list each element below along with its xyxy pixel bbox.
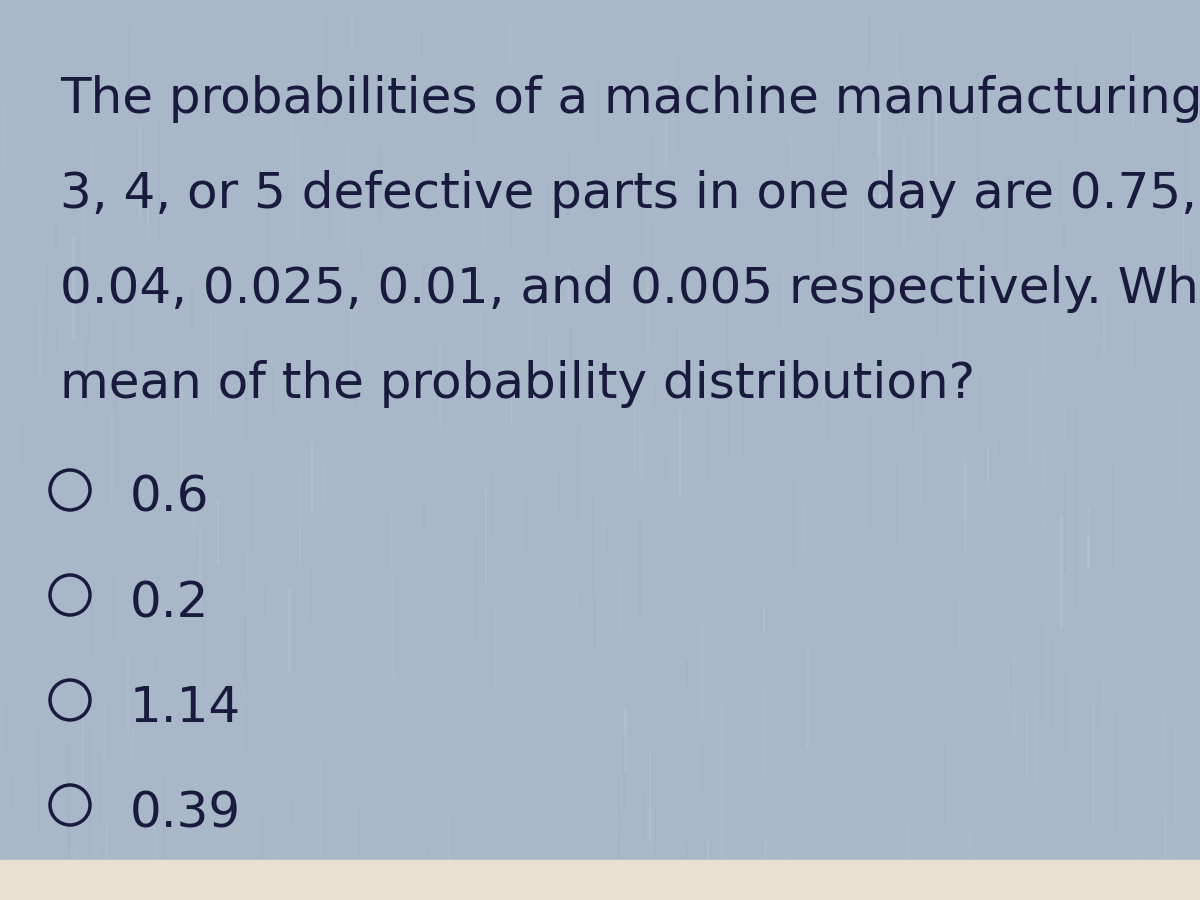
Text: mean of the probability distribution?: mean of the probability distribution? [60, 360, 976, 408]
Text: 1.14: 1.14 [130, 684, 241, 732]
Text: 0.2: 0.2 [130, 579, 209, 627]
Text: 0.6: 0.6 [130, 474, 210, 522]
Text: 0.04, 0.025, 0.01, and 0.005 respectively. What is the: 0.04, 0.025, 0.01, and 0.005 respectivel… [60, 265, 1200, 313]
Text: 0.39: 0.39 [130, 789, 241, 837]
Bar [0, 860, 1200, 900]
Text: 3, 4, or 5 defective parts in one day are 0.75, 0.17,: 3, 4, or 5 defective parts in one day ar… [60, 170, 1200, 218]
Text: The probabilities of a machine manufacturing 0,1, 2,: The probabilities of a machine manufactu… [60, 75, 1200, 123]
